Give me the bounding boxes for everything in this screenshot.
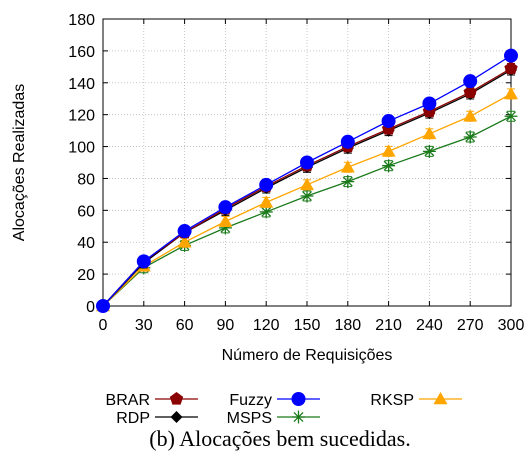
y-tick-label: 160 (68, 44, 95, 61)
data-point (341, 175, 355, 189)
x-tick-label: 270 (457, 317, 484, 334)
x-tick-label: 90 (217, 317, 235, 334)
data-point (463, 74, 478, 89)
data-point (422, 144, 436, 158)
legend: BRAR Fuzzy RKSP RDP MSPS (106, 392, 462, 427)
data-point (177, 235, 192, 248)
x-tick-label: 120 (253, 317, 280, 334)
y-tick-label: 20 (77, 267, 95, 284)
y-tick-label: 180 (68, 12, 95, 29)
x-axis-title: Número de Requisições (222, 347, 393, 364)
x-tick-label: 300 (498, 317, 525, 334)
y-tick-label: 140 (68, 76, 95, 93)
legend-item-rksp: RKSP (370, 392, 462, 409)
y-tick-label: 40 (77, 235, 95, 252)
y-tick-label: 0 (86, 299, 95, 316)
y-tick-label: 100 (68, 140, 95, 157)
legend-swatch-marker (292, 410, 305, 424)
x-tick-label: 0 (99, 317, 108, 334)
y-tick-label: 60 (77, 203, 95, 220)
data-point (463, 109, 478, 122)
legend-label: RDP (116, 410, 150, 427)
data-point (463, 130, 477, 144)
legend-label: RKSP (370, 392, 414, 409)
data-point (218, 200, 233, 215)
series-fuzzy (96, 48, 518, 313)
data-point (504, 109, 518, 123)
data-point (300, 155, 314, 170)
y-tick-label: 80 (77, 171, 95, 188)
data-point (463, 85, 477, 99)
data-point (300, 189, 314, 203)
x-tick-label: 180 (334, 317, 361, 334)
axis-ticks: 0 30 60 90 120 150 180 210 240 270 300 0 20 40 60 80 100… (68, 12, 524, 334)
x-tick-label: 210 (375, 317, 402, 334)
y-tick-label: 120 (68, 108, 95, 125)
figure-caption: (b) Alocações bem sucedidas. (149, 426, 410, 451)
legend-swatch-marker (433, 392, 448, 405)
data-point (340, 160, 355, 173)
x-tick-label: 240 (416, 317, 443, 334)
series (96, 48, 518, 313)
data-point (177, 224, 192, 239)
data-point (504, 86, 518, 100)
data-point (259, 195, 274, 208)
legend-label: Fuzzy (229, 392, 272, 409)
legend-item-brar: BRAR (106, 392, 198, 409)
legend-label: MSPS (227, 410, 272, 427)
data-point (218, 214, 233, 227)
x-tick-label: 30 (135, 317, 153, 334)
data-point (422, 126, 437, 140)
data-point (218, 221, 232, 235)
data-point (504, 48, 518, 63)
legend-item-rdp: RDP (116, 410, 198, 427)
legend-swatch-marker (291, 392, 306, 406)
legend-swatch-marker (170, 411, 183, 423)
legend-item-fuzzy: Fuzzy (229, 392, 320, 409)
data-point (381, 114, 396, 129)
data-point (136, 254, 151, 269)
data-point (96, 299, 110, 313)
legend-swatch-marker (169, 392, 184, 405)
x-tick-label: 150 (294, 317, 321, 334)
data-point (422, 96, 437, 111)
legend-item-msps: MSPS (227, 410, 320, 427)
data-point (340, 134, 355, 149)
x-tick-label: 60 (176, 317, 194, 334)
y-axis-title: Alocações Realizadas (11, 84, 28, 241)
legend-label: BRAR (106, 392, 150, 409)
data-point (504, 61, 518, 75)
data-point (300, 177, 314, 191)
data-point (259, 205, 273, 219)
data-point (382, 159, 396, 173)
data-point (259, 177, 274, 192)
data-point (381, 144, 396, 157)
